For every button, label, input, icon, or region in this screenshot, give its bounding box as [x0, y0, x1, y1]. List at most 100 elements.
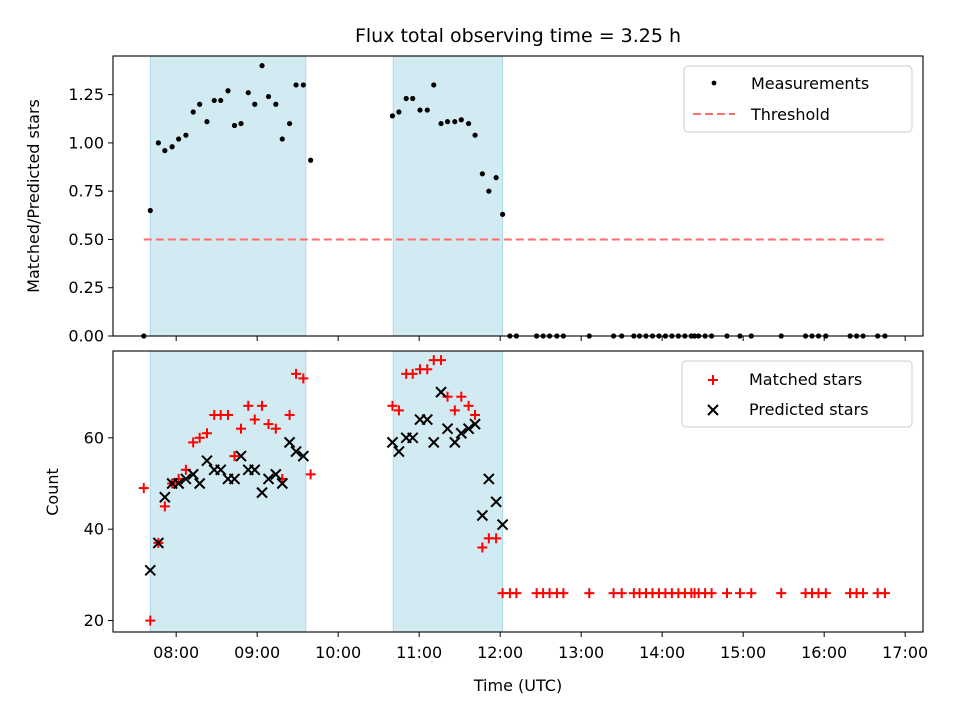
matched-stars-point: [138, 483, 149, 494]
measurements-point: [286, 120, 293, 127]
top-y-tick-label: 1.25: [68, 85, 104, 104]
predicted-stars-point: [496, 518, 509, 531]
x-tick-label: 17:00: [882, 643, 928, 662]
matched-stars-point: [257, 400, 268, 411]
matched-stars-point: [456, 391, 467, 402]
measurements-point: [211, 97, 217, 104]
legend-measurements-label: Measurements: [751, 74, 869, 93]
measurements-point: [225, 88, 231, 94]
top-plot-area: [141, 63, 888, 339]
x-tick-label: 13:00: [558, 643, 604, 662]
predicted-stars-point: [215, 464, 227, 476]
matched-stars-point: [145, 615, 156, 626]
legend-threshold-label: Threshold: [750, 105, 830, 124]
predicted-stars-point: [449, 436, 461, 449]
matched-stars-point: [721, 588, 732, 599]
predicted-stars-point: [172, 477, 185, 490]
measurements-point: [452, 119, 458, 125]
x-tick-label: 10:00: [315, 643, 361, 662]
legend-predicted-marker: [707, 404, 719, 416]
bottom-plot-area: [138, 355, 890, 626]
predicted-stars-point: [276, 477, 288, 490]
predicted-stars-point: [455, 427, 468, 439]
predicted-stars-point: [469, 418, 481, 430]
matched-stars-point: [305, 469, 316, 480]
predicted-stars-point: [406, 432, 419, 444]
predicted-stars-point: [297, 450, 310, 462]
top-panel: 0.00 0.25 0.50 0.75 1.00 1.25 Flux total obse…: [24, 25, 924, 346]
predicted-stars-point: [462, 422, 475, 435]
measurements-point: [431, 82, 437, 88]
measurements-point: [438, 120, 444, 127]
top-y-tick-label: 0.25: [68, 278, 104, 297]
predicted-stars-point: [152, 537, 165, 549]
predicted-stars-point: [435, 386, 447, 398]
predicted-stars-point: [256, 486, 268, 499]
top-y-axis-label: Matched/Predicted stars: [24, 99, 43, 293]
measurements-point: [162, 148, 168, 154]
predicted-stars-point: [180, 473, 192, 485]
predicted-stars-point: [228, 473, 241, 485]
matched-stars-point: [235, 423, 246, 434]
matched-stars-point: [201, 428, 212, 439]
matched-stars-point: [858, 588, 869, 599]
matched-stars-point: [477, 542, 488, 553]
matched-stars-point: [298, 373, 309, 384]
predicted-stars-point: [490, 496, 502, 508]
matched-stars-point: [243, 400, 254, 411]
predicted-stars-point: [159, 491, 171, 503]
matched-stars-point: [229, 451, 240, 462]
matched-stars-point: [422, 364, 433, 375]
measurements-point: [245, 90, 251, 96]
matched-stars-point: [284, 409, 295, 420]
predicted-stars-point: [386, 436, 399, 449]
measurements-point: [479, 171, 485, 177]
matched-stars-point: [442, 391, 453, 402]
matched-stars-point: [463, 400, 474, 411]
measurements-point: [190, 109, 196, 115]
bottom-y-tick-label: 20: [84, 611, 104, 630]
x-tick-label: 12:00: [477, 643, 523, 662]
bottom-panel: 20 40 60 08:00 09:00 10:00 11:00 12:00 13:00 14:0…: [43, 350, 928, 695]
predicted-stars-point: [283, 436, 296, 449]
measurements-point: [472, 132, 478, 138]
measurements-point: [417, 107, 423, 113]
matched-stars-point: [470, 409, 481, 420]
bottom-y-axis-label: Count: [43, 468, 62, 516]
top-axes-frame: [112, 55, 924, 337]
measurements-point: [389, 113, 396, 119]
measurements-point: [197, 101, 203, 107]
measurements-point: [458, 117, 464, 123]
matched-stars-point: [820, 588, 831, 599]
predicted-stars-point: [201, 454, 213, 467]
predicted-stars-point: [393, 445, 405, 458]
predicted-stars-point: [421, 413, 433, 426]
measurements-point: [169, 144, 175, 150]
x-axis-label: Time (UTC): [473, 676, 562, 695]
predicted-stars-point: [441, 422, 454, 435]
predicted-stars-point: [249, 464, 261, 476]
predicted-stars-point: [290, 445, 302, 458]
chart-title: Flux total observing time = 3.25 h: [355, 25, 681, 47]
measurements-point: [183, 132, 189, 138]
matched-stars-point: [188, 437, 199, 448]
measurements-point: [465, 120, 472, 127]
matched-stars-point: [706, 588, 717, 599]
top-y-tick-label: 0.00: [68, 327, 104, 346]
matched-stars-point: [511, 588, 522, 599]
measurements-point: [493, 175, 499, 181]
measurements-point: [147, 207, 153, 214]
measurements-point: [231, 122, 238, 129]
x-tick-label: 11:00: [396, 643, 442, 662]
matched-stars-point: [194, 432, 205, 443]
measurements-point: [238, 120, 244, 127]
bottom-axes-frame: [112, 350, 924, 633]
matched-stars-point: [270, 423, 281, 434]
matched-stars-point: [558, 588, 569, 599]
bottom-y-tick-label: 60: [84, 428, 104, 447]
bottom-shaded-span-0: [149, 350, 307, 633]
top-y-tick-label: 0.50: [68, 230, 104, 249]
top-y-tick-label: 0.75: [68, 182, 104, 201]
matched-stars-point: [449, 405, 460, 416]
